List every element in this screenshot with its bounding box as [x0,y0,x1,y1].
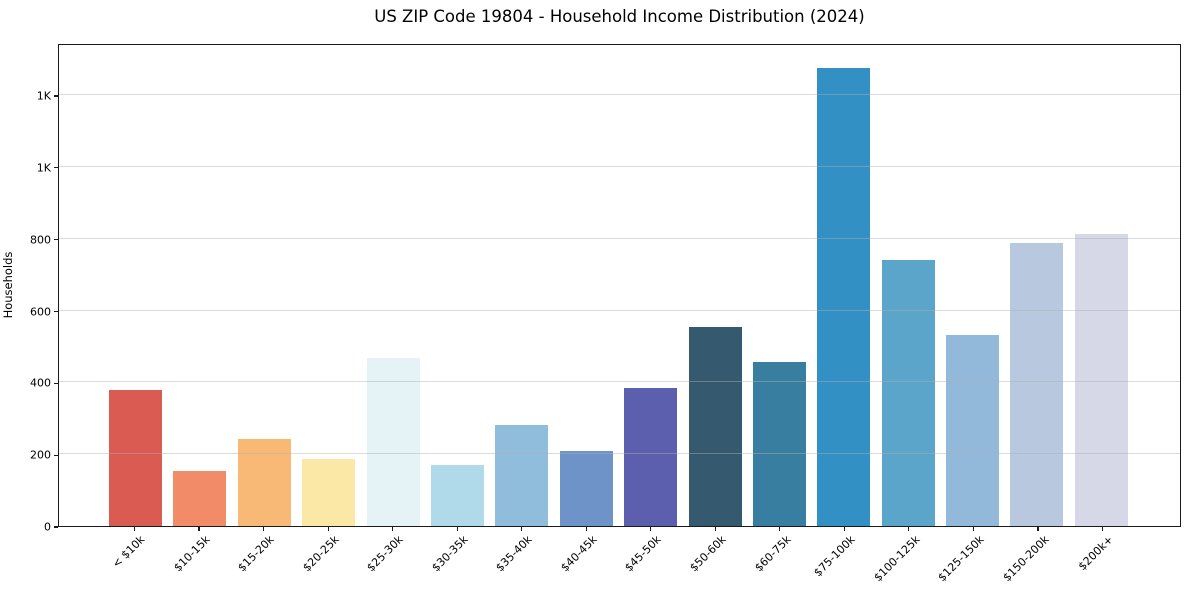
y-tick-mark-1200 [54,95,58,97]
x-tick-label-$25-30k: $25-30k [364,533,406,575]
bar-< $10k [109,389,162,526]
x-tick-mark-$150-200k [1037,527,1039,531]
x-tick-mark-$35-40k [521,527,523,531]
x-tick-label-$75-100k: $75-100k [811,533,858,580]
x-tick-mark-$60-75k [779,527,781,531]
gridline-600 [59,309,1180,311]
gridline-400 [59,381,1180,383]
x-tick-label-$45-50k: $45-50k [622,533,664,575]
bar-$25-30k [366,357,420,526]
y-tick-label-200: 200 [30,448,51,462]
bar-$40-45k [559,450,613,526]
x-tick-mark-$30-35k [456,527,458,531]
y-tick-label-1000: 1K [36,161,51,175]
y-axis-label: Households [1,251,15,319]
y-tick-mark-600 [54,310,58,313]
gridline-1000 [59,165,1180,167]
x-tick-mark-$25-30k [392,527,394,531]
bar-$45-50k [624,388,678,526]
bar-$150-200k [1010,243,1064,526]
plot-area [58,44,1181,527]
x-tick-mark-$45-50k [650,527,652,531]
y-tick-mark-800 [54,239,58,241]
bar-$200k+ [1074,234,1128,526]
bar-$10-15k [173,470,227,526]
x-tick-label-$60-75k: $60-75k [751,533,794,575]
x-tick-label-$35-40k: $35-40k [493,533,535,575]
x-tick-mark-$200k+ [1101,527,1104,531]
x-tick-label-$20-25k: $20-25k [300,533,342,575]
x-tick-label-$125-150k: $125-150k [935,533,987,585]
y-tick-label-800: 800 [30,233,51,247]
x-tick-mark-$40-45k [585,527,587,531]
y-tick-mark-0 [54,526,58,528]
x-tick-mark-< $10k [133,527,136,531]
bar-$35-40k [495,424,549,526]
y-tick-mark-1000 [54,167,58,169]
x-tick-label-$30-35k: $30-35k [429,533,471,575]
x-tick-label-$10-15k: $10-15k [170,533,213,575]
gridline-200 [59,453,1180,455]
bar-$30-35k [430,464,484,526]
bar-$60-75k [752,361,806,526]
x-tick-mark-$20-25k [327,527,329,531]
x-tick-label-$200k+: $200k+ [1075,533,1116,574]
x-tick-label-$50-60k: $50-60k [687,533,729,575]
y-tick-mark-200 [54,454,58,456]
bar-$75-100k [817,67,871,526]
bar-$125-150k [946,335,1000,526]
x-tick-mark-$100-125k [908,527,910,531]
bars-layer [59,45,1180,526]
y-tick-label-0: 0 [44,520,51,534]
y-tick-label-1200: 1K [36,89,51,103]
x-tick-label-< $10k: < $10k [110,533,148,571]
x-tick-label-$100-125k: $100-125k [870,533,923,585]
x-tick-label-$15-20k: $15-20k [235,533,277,575]
x-tick-mark-$10-15k [198,527,200,531]
bar-$50-60k [688,326,742,526]
y-tick-label-400: 400 [30,376,51,390]
gridline-800 [59,237,1180,239]
x-tick-mark-$75-100k [843,527,845,531]
y-tick-label-600: 600 [30,305,51,319]
x-tick-mark-$125-150k [972,527,975,531]
bar-$100-125k [881,259,935,526]
chart-title: US ZIP Code 19804 - Household Income Dis… [374,7,865,26]
x-tick-label-$40-45k: $40-45k [558,533,600,575]
gridline-1200 [59,94,1180,96]
bar-$20-25k [302,458,356,526]
bar-$15-20k [237,439,291,526]
x-tick-label-$150-200k: $150-200k [1000,533,1052,585]
x-tick-mark-$15-20k [262,527,265,531]
y-tick-mark-400 [54,382,58,384]
x-tick-mark-$50-60k [714,527,716,531]
